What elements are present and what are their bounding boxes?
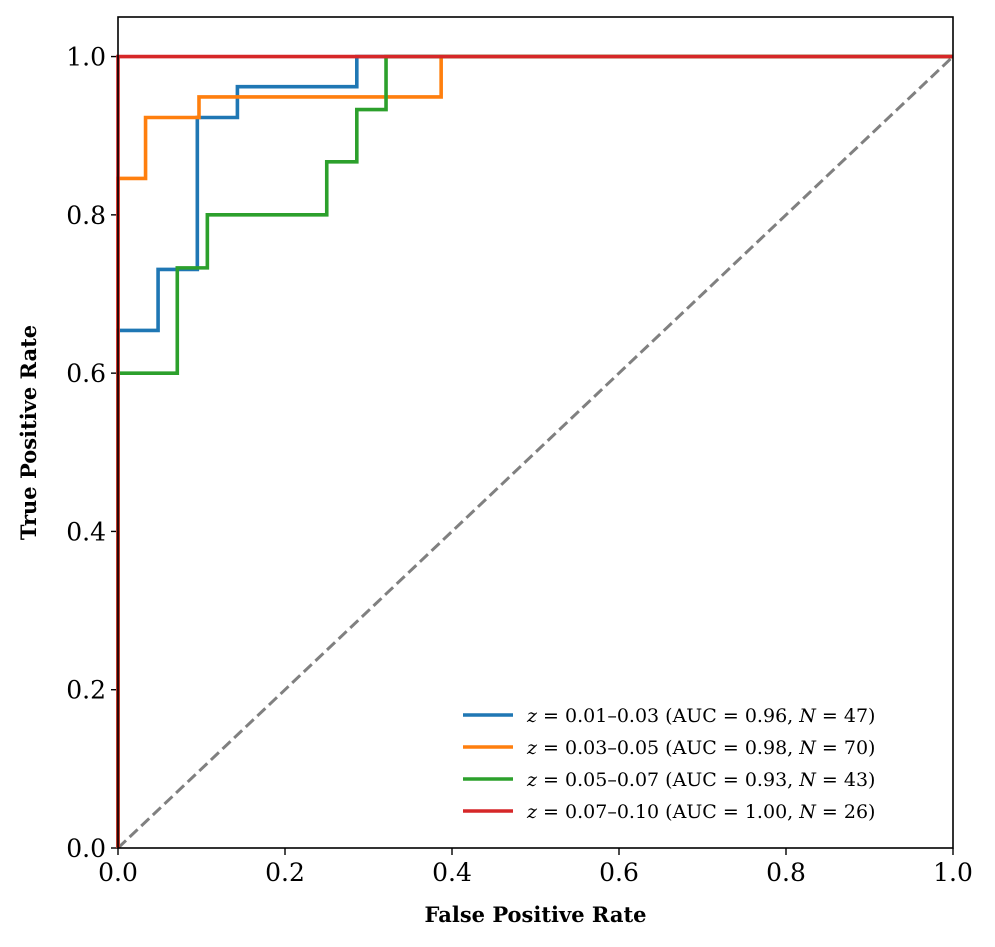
legend-entry-4: z = 0.07–0.10 (AUC = 1.00, N = 26): [526, 801, 875, 823]
x-tick-label: 0.0: [98, 858, 138, 887]
x-tick-label: 0.6: [599, 858, 639, 887]
roc-series-line-3: [116, 54, 953, 848]
x-tick-label: 0.4: [432, 858, 472, 887]
tick-layer: 0.0 0.2 0.4 0.6 0.8 1.0 0.0 0.2 0.4 0.6 0.8 1.0: [66, 43, 973, 887]
y-tick-label: 0.4: [66, 517, 106, 546]
roc-series-line-2: [116, 54, 953, 848]
y-tick-label: 1.0: [66, 43, 106, 72]
chance-diagonal-line: [116, 55, 955, 850]
legend: z = 0.01–0.03 (AUC = 0.96, N = 47) z = 0.…: [463, 705, 875, 823]
x-tick-label: 0.8: [766, 858, 806, 887]
plot-frame: [117, 16, 954, 849]
y-axis-label: True Positive Rate: [16, 325, 41, 540]
y-tick-label: 0.6: [66, 359, 106, 388]
y-tick-label: 0.8: [66, 201, 106, 230]
y-tick-label: 0.2: [66, 676, 106, 705]
y-tick-label: 0.0: [66, 834, 106, 863]
legend-entry-2: z = 0.03–0.05 (AUC = 0.98, N = 70): [526, 737, 875, 759]
series-layer: [116, 54, 955, 850]
legend-entry-3: z = 0.05–0.07 (AUC = 0.93, N = 43): [526, 769, 875, 791]
x-tick-label: 1.0: [933, 858, 973, 887]
x-axis-label: False Positive Rate: [424, 902, 646, 927]
x-tick-label: 0.2: [265, 858, 305, 887]
legend-entry-1: z = 0.01–0.03 (AUC = 0.96, N = 47): [526, 705, 875, 727]
